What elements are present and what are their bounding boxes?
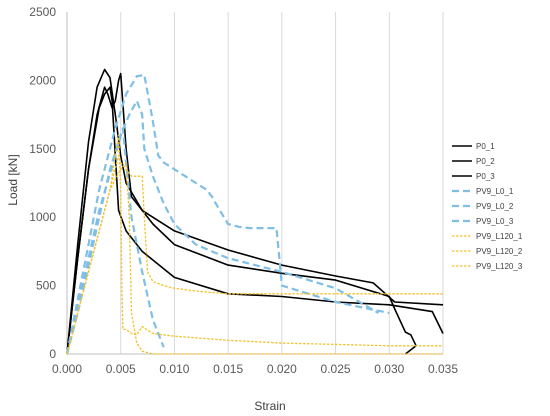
series-line-p0-2 xyxy=(66,72,417,355)
y-axis-title: Load [kN] xyxy=(6,154,20,205)
y-tick-label: 500 xyxy=(36,279,56,293)
x-tick-label: 0.005 xyxy=(106,362,136,376)
legend-label: PV9_L120_1 xyxy=(476,232,523,241)
legend-label: PV9_L120_2 xyxy=(476,247,523,256)
legend-label: PV9_L0_3 xyxy=(476,217,514,226)
y-tick-label: 2500 xyxy=(29,5,56,19)
legend-label: P0_2 xyxy=(476,157,495,166)
y-tick-label: 1000 xyxy=(29,210,56,224)
legend-label: P0_3 xyxy=(476,172,495,181)
y-tick-label: 0 xyxy=(49,347,56,361)
x-tick-label: 0.015 xyxy=(213,362,243,376)
legend-label: PV9_L120_3 xyxy=(476,262,523,271)
axes xyxy=(66,12,443,355)
x-tick-label: 0.035 xyxy=(428,362,458,376)
y-tick-label: 1500 xyxy=(29,142,56,156)
series-line-pv9-l120-3 xyxy=(66,161,443,355)
plot-area xyxy=(65,68,444,355)
x-tick-label: 0.020 xyxy=(267,362,297,376)
series-line-p0-3 xyxy=(66,86,444,355)
series-line-p0-1 xyxy=(66,68,444,355)
x-tick-label: 0.000 xyxy=(52,362,82,376)
x-tick-label: 0.025 xyxy=(321,362,351,376)
legend-label: PV9_L0_1 xyxy=(476,187,514,196)
series-line-pv9-l0-3 xyxy=(65,127,165,355)
series-line-pv9-l0-2 xyxy=(65,99,380,355)
x-axis-title: Strain xyxy=(254,399,285,413)
legend: P0_1 P0_2 P0_3 PV9_L0_1 PV9_L0_2 PV9_L0_3 PV9_… xyxy=(452,142,523,271)
legend-label: P0_1 xyxy=(476,142,495,151)
gridlines xyxy=(120,12,444,354)
legend-label: PV9_L0_2 xyxy=(476,202,514,211)
x-tick-label: 0.010 xyxy=(159,362,189,376)
tick-labels: 0.000 0.005 0.010 0.015 0.020 0.025 0.030 0.035… xyxy=(29,5,458,376)
series-line-pv9-l0-1 xyxy=(65,73,390,355)
series-line-pv9-l120-1 xyxy=(66,154,443,355)
x-tick-label: 0.030 xyxy=(374,362,404,376)
y-tick-label: 2000 xyxy=(29,73,56,87)
